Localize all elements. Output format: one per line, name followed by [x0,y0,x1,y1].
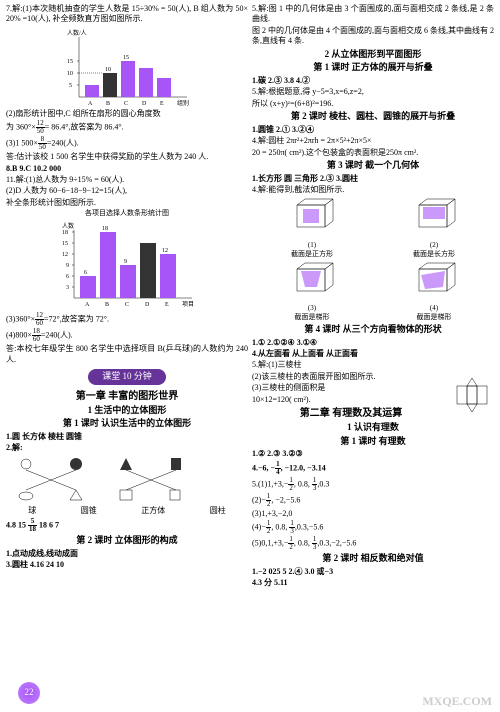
lesson2-2-title: 第 2 课时 棱柱、圆柱、圆锥的展开与折叠 [252,111,494,123]
svg-text:A: A [88,101,93,107]
re4: 4.−6, −14, −12.0, −3.14 [252,461,494,476]
section1-title: 1 生活中的立体图形 [6,405,248,417]
chart1-xlabel: 组别 [177,99,189,107]
cs-3: (3) 截面是梯形 [254,261,370,322]
svg-text:9: 9 [124,259,127,265]
ra5b: 所以 (x+y)ᶻ=(6+8)²=196. [252,99,494,109]
ra1: 1.碳 2.③ 3.8 4.② [252,76,494,86]
re5c: (3)1,+3,−2,0 [252,509,494,519]
svg-text:B: B [105,302,109,308]
lesson2-title: 第 2 课时 立体图形的构成 [6,535,248,547]
cs-2: (2) 截面是长方形 [376,197,492,258]
svg-text:18: 18 [102,226,108,232]
lesson2-4-title: 第 4 课时 从三个方向看物体的形状 [252,324,494,336]
chapter1-title: 第一章 丰富的图形世界 [6,390,248,403]
a4: 4.8 15 518 18 6 7 [6,518,248,533]
q11e: 答:本校七年级学生 800 名学生中选择项目 B(乒乓球)的人数约为 240 人… [6,344,248,365]
q7-text: 7.解:(1)本次随机抽查的学生人数是 15÷30% = 50(人), B 组人… [6,4,248,25]
svg-text:18: 18 [62,230,68,236]
rc1: 1.长方形 圆 三角形 2.③ 3.圆柱 [252,174,494,184]
q8: 8.B 9.C 10.2 000 [6,164,248,174]
page-content: 7.解:(1)本次随机抽查的学生人数是 15÷30% = 50(人), B 组人… [0,0,500,712]
cross-sections: (1) 截面是正方形 (2) 截面是长方形 (3) 截面是梯形 (4) 截面是梯… [252,197,494,322]
section2-title: 2 从立体图形到平面图形 [252,49,494,61]
lesson2-1-title: 第 1 课时 正方体的展开与折叠 [252,62,494,74]
svg-text:6: 6 [84,270,87,276]
a1: 1.圆 长方体 棱柱 圆锥 [6,432,248,442]
svg-text:9: 9 [66,263,69,269]
cs-4: (4) 截面是梯形 [376,261,492,322]
svg-text:C: C [125,302,129,308]
lesson2-3-title: 第 3 课时 截一个几何体 [252,160,494,172]
rd4: 4.从左面看 从上面看 从正面看 [252,349,494,359]
rq5b: 图 2 中的几何体是由 4 个面围成的,面与面相交成 6 条线,其中曲线有 2 … [252,26,494,47]
rb1: 1.圆锥 2.① 3.②④ [252,125,494,135]
section2-1-title: 1 认识有理数 [252,422,494,434]
chart2: 人数 3 6 9 12 15 18 6 18 9 12 A B C D E 项目 [52,220,202,310]
q11c: (3)360°×1260=72°,故答案为 72°. [6,312,248,327]
q7e: 答:估计该校 1 500 名学生中获得奖励的学生人数为 240 人. [6,152,248,162]
chart2-xlabel: 项目 [182,301,194,308]
watermark: MXQE.COM [422,694,492,710]
svg-text:E: E [165,302,169,308]
ra5: 5.解:根据题意,得 y−5=3,x=6,z=2, [252,87,494,97]
q11d: (4)800×1860=240(人). [6,328,248,343]
matching-diagram [6,456,248,504]
q11b: 补全条形统计图如图所示. [6,198,248,208]
a5: 1.点动成线,线动成面 [6,549,248,559]
q7c: 为 360°×1250= 86.4°,故答案为 86.4°. [6,120,248,135]
svg-text:D: D [145,302,150,308]
chart1-ylabel: 人数/人 [67,29,87,37]
rd5: 5.解:(1)三棱柱 [252,360,494,370]
re5d: (4)−12, 0.8, 13,0.3,−5.6 [252,520,494,535]
rf1: 1.−2 025 5 2.④ 3.0 或−3 [252,567,494,577]
q7d: (3)1 500×850=240(人). [6,136,248,151]
left-column: 7.解:(1)本次随机抽查的学生人数是 15÷30% = 50(人), B 组人… [6,4,248,682]
rf4: 4.3 分 5.11 [252,578,494,588]
q11: 11.解:(1)总人数为 9÷15% = 60(人). [6,175,248,185]
re1: 1.② 2.③ 3.②③ [252,449,494,459]
cs-1: (1) 截面是正方形 [254,197,370,258]
chart1: 人数/人 5 10 15 10 15 A B C D E 组别 [57,27,197,107]
chart2-title: 各项目选择人数条形统计图 [6,209,248,218]
svg-text:B: B [106,101,110,107]
prism-unfold-icon [452,374,492,416]
svg-text:12: 12 [62,252,68,258]
svg-text:15: 15 [62,241,68,247]
chart2-ylabel: 人数 [62,222,74,230]
svg-text:10: 10 [67,71,73,77]
svg-text:E: E [160,101,164,107]
svg-text:5: 5 [69,83,72,89]
lesson-badge: 课堂 10 分钟 [88,369,166,385]
a6: 3.圆柱 4.16 24 10 [6,560,248,570]
svg-text:A: A [85,302,90,308]
svg-text:6: 6 [66,274,69,280]
rb4b: 20 = 250π( cm²).这个包装盒的表面积是250π cm². [252,148,494,158]
right-column: 5.解:图 1 中的几何体是由 3 个面围成的,面与面相交成 2 条线,是 2 … [252,4,494,682]
svg-text:D: D [142,101,147,107]
svg-text:10: 10 [105,67,111,73]
re5e: (5)0,1,+3,−12, 0.8, 13,0.3,−2,−5.6 [252,536,494,551]
page-number: 22 [18,682,40,704]
svg-text:3: 3 [66,285,69,291]
re5b: (2)−12, −2,−5.6 [252,493,494,508]
lesson3-2-title: 第 2 课时 相反数和绝对值 [252,553,494,565]
rb4: 4.解:圆柱 2πr²+2πrh = 2π×5²+2π×5× [252,136,494,146]
svg-text:12: 12 [162,248,168,254]
rq5: 5.解:图 1 中的几何体是由 3 个面围成的,面与面相交成 2 条线,是 2 … [252,4,494,25]
svg-text:C: C [124,101,128,107]
rd1: 1.① 2.①②④ 3.①④ [252,338,494,348]
shapes-labels: 球 圆锥 正方体 圆柱 [6,506,248,516]
chart1-bar-label: 15 [123,55,129,61]
a2: 2.解: [6,443,248,453]
lesson3-1-title: 第 1 课时 有理数 [252,436,494,448]
lesson1-title: 第 1 课时 认识生活中的立体图形 [6,418,248,430]
q11a: (2)D 人数为 60−6−18−9−12=15(人), [6,186,248,196]
q7b: (2)扇形统计图中,C 组所在扇形的圆心角度数 [6,109,248,119]
svg-text:15: 15 [67,59,73,65]
re5a: 5.(1)1,+3,−12, 0.8, 13,0.3 [252,477,494,492]
rc4: 4.解:能得到,截法如图所示. [252,185,494,195]
